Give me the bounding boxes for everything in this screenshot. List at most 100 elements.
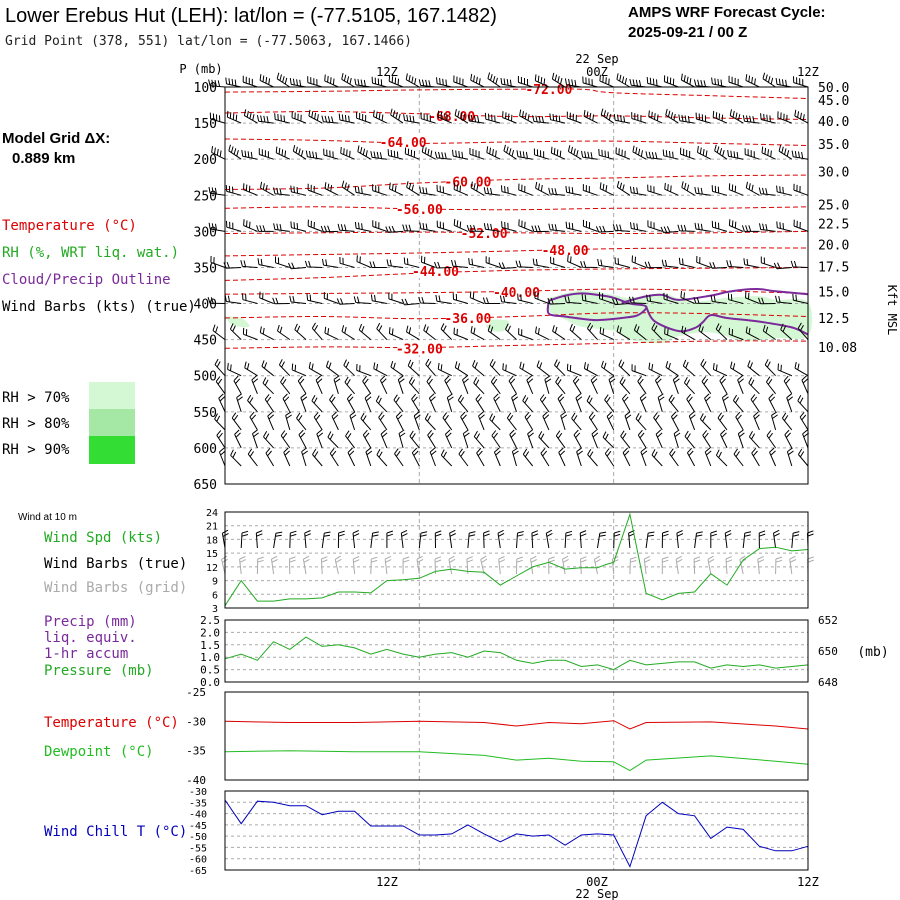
wind-barb — [519, 361, 533, 377]
wind-barb — [376, 322, 388, 340]
wind-barb — [227, 363, 242, 377]
pressure-right-tick-label: 648 — [818, 676, 838, 689]
wind-barb — [321, 115, 339, 124]
wind-barb — [741, 225, 760, 232]
surface-wind-barb-true — [240, 530, 249, 549]
surface-wind-barb-grid — [725, 556, 733, 575]
surface-wind-barb-grid — [580, 556, 587, 575]
wind-barb — [406, 325, 420, 341]
wind-barb — [726, 260, 744, 268]
isotherm-label-bg — [494, 283, 539, 299]
wind-barb — [695, 112, 711, 124]
surface-wind-barb-grid — [593, 555, 601, 575]
wind-barb — [535, 181, 550, 196]
wind-barb — [452, 149, 469, 160]
wind-barb — [681, 181, 695, 196]
wind-barb — [354, 78, 371, 88]
wind-barb — [428, 393, 436, 413]
wind-barb — [544, 375, 552, 394]
wind-barb — [467, 114, 485, 124]
wind-barb — [369, 261, 387, 268]
wind-barb — [526, 375, 534, 394]
wind-barb — [728, 327, 744, 341]
wind-barb — [228, 144, 242, 160]
wind-barb — [794, 361, 809, 377]
wind-barb — [602, 431, 615, 449]
wind-barb — [608, 375, 616, 394]
wind-barb — [292, 144, 307, 160]
wind-barb — [259, 326, 274, 341]
wind-barb — [265, 447, 275, 467]
surface-wind-barb-true — [273, 531, 283, 549]
wind-barb — [234, 429, 242, 449]
wind-barb — [258, 148, 274, 160]
legend-cloud: Cloud/Precip Outline — [2, 272, 171, 288]
surface-wind-barb-grid — [384, 555, 392, 575]
wind-barb — [274, 113, 290, 124]
wind-barb — [386, 259, 404, 268]
height-tick-label: 30.0 — [818, 165, 849, 180]
isotherm-label: -40.00 — [493, 286, 540, 301]
wind-barb — [406, 181, 420, 196]
wind-barb — [226, 220, 242, 232]
wind-barb — [715, 323, 728, 340]
wind-barb — [487, 72, 501, 88]
rh-legend-90-swatch — [89, 436, 135, 464]
wind-barb — [777, 363, 792, 377]
isotherm-line — [224, 206, 809, 211]
wind-barb — [436, 77, 452, 88]
wind-barb — [316, 429, 324, 449]
cloud-outlines — [546, 288, 809, 336]
wind-barb — [470, 326, 485, 341]
wind-barb — [583, 109, 598, 124]
wind-barb — [340, 146, 355, 160]
wind-barb — [651, 322, 663, 340]
wind-barb — [781, 412, 793, 431]
isotherm-label: -48.00 — [542, 244, 589, 259]
wind-barb — [516, 150, 533, 160]
wind-barb — [313, 411, 323, 431]
wind-barb — [797, 448, 809, 467]
sounding-frame — [224, 86, 809, 485]
height-tick-label: 10.08 — [818, 341, 857, 356]
wind-barb — [324, 182, 339, 196]
wind-barb — [728, 183, 744, 196]
wind-barb — [631, 364, 647, 377]
wind-barb — [793, 219, 809, 232]
wind-barb — [420, 112, 436, 124]
wind-barb — [762, 324, 776, 341]
wind-barb — [291, 111, 307, 124]
surface-wind-barb-grid — [402, 556, 410, 574]
wind-barb — [628, 296, 647, 304]
wind-barb — [549, 113, 566, 124]
wind-speed-tick-label: 6 — [212, 590, 218, 601]
surface-wind-barb-true — [337, 530, 345, 549]
wind-barb — [511, 447, 519, 467]
wind-speed-tick-label: 24 — [206, 508, 218, 519]
wind-barb — [737, 429, 745, 449]
wind-barb — [747, 360, 760, 377]
wind-barb — [257, 258, 274, 268]
wind-barb — [637, 429, 647, 449]
isotherm-label: -60.00 — [444, 176, 491, 191]
wind-barb — [380, 429, 388, 449]
rh-legend-80-label: RH > 80% — [2, 416, 70, 432]
wind-panel: 3 6 9 12 15 18 21 24 — [206, 508, 814, 615]
isotherm-line — [224, 230, 809, 235]
legend-wind-barbs-grid: Wind Barbs (grid) — [44, 580, 187, 596]
wind-barb — [612, 224, 630, 232]
wind-barb — [315, 375, 323, 395]
wind-barb — [327, 431, 339, 449]
wind-barb — [349, 411, 357, 431]
pressure-right-tick-label: 652 — [818, 614, 838, 627]
wind-barb — [550, 146, 566, 160]
isotherm-label-bg — [397, 200, 442, 216]
surface-wind-barb-grid — [416, 555, 424, 575]
surface-wind-barb-grid — [789, 555, 797, 575]
wind-barb — [370, 294, 387, 304]
wind-barb — [606, 411, 615, 431]
wind-barb — [453, 183, 469, 196]
wind-barb — [735, 411, 744, 431]
wind-barb — [645, 151, 663, 160]
wind-barb — [275, 256, 290, 268]
